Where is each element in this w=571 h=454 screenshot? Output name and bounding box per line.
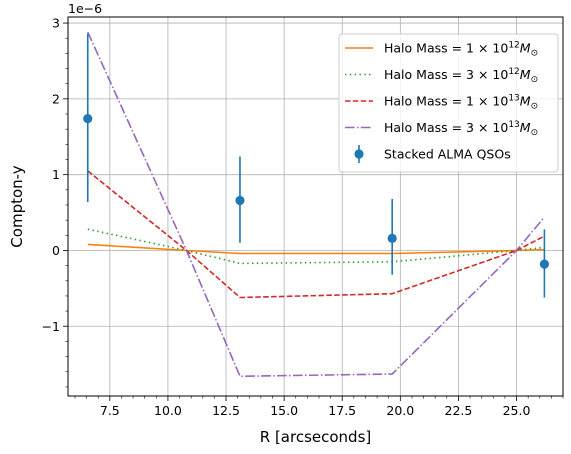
legend-label-3: Halo Mass = 1 × 1013M⊙ xyxy=(384,94,538,112)
errorbar-series xyxy=(83,33,550,298)
legend-label-2: Halo Mass = 3 × 1012M⊙ xyxy=(384,67,538,85)
y-axis-scale-label: 1e−6 xyxy=(68,1,102,16)
legend-swatch-point xyxy=(354,149,364,159)
x-axis-label: R [arcseconds] xyxy=(260,428,371,446)
x-tick-label: 22.5 xyxy=(445,403,473,418)
y-tick-label: 0 xyxy=(52,243,60,258)
y-axis-label: Compton-y xyxy=(8,165,26,247)
series-line-4 xyxy=(87,31,546,378)
x-tick-label: 12.5 xyxy=(212,403,240,418)
x-tick-label: 7.5 xyxy=(100,403,120,418)
x-tick-label: 25.0 xyxy=(503,403,531,418)
data-point xyxy=(235,195,245,206)
series-line-1 xyxy=(87,243,545,255)
legend-label-4: Halo Mass = 3 × 1013M⊙ xyxy=(384,120,538,138)
plot-area-frame xyxy=(67,16,564,397)
x-tick-label: 10.0 xyxy=(154,403,182,418)
y-tick-label: 3 xyxy=(52,16,60,31)
series-line-2 xyxy=(87,228,545,265)
legend-label-errorbar: Stacked ALMA QSOs xyxy=(384,147,511,162)
axis-ticks: 7.5 10.0 12.5 15.0 17.5 20.0 22.5 25.0 −1 0 1 2 3 xyxy=(42,16,564,418)
y-tick-label: −1 xyxy=(42,319,60,334)
data-point xyxy=(539,259,550,269)
series-lines xyxy=(87,31,546,378)
x-tick-label: 15.0 xyxy=(270,403,298,418)
x-tick-label: 20.0 xyxy=(386,403,414,418)
y-tick-label: 1 xyxy=(52,167,60,182)
legend-label-1: Halo Mass = 1 × 1012M⊙ xyxy=(384,41,538,59)
y-tick-label: 2 xyxy=(52,91,60,106)
legend-box xyxy=(338,33,559,173)
data-point xyxy=(387,233,397,243)
series-line-3 xyxy=(87,170,545,299)
legend: Halo Mass = 1 × 1012M⊙ Halo Mass = 3 × 10… xyxy=(338,33,559,173)
x-tick-label: 17.5 xyxy=(328,403,356,418)
data-point xyxy=(83,113,93,124)
